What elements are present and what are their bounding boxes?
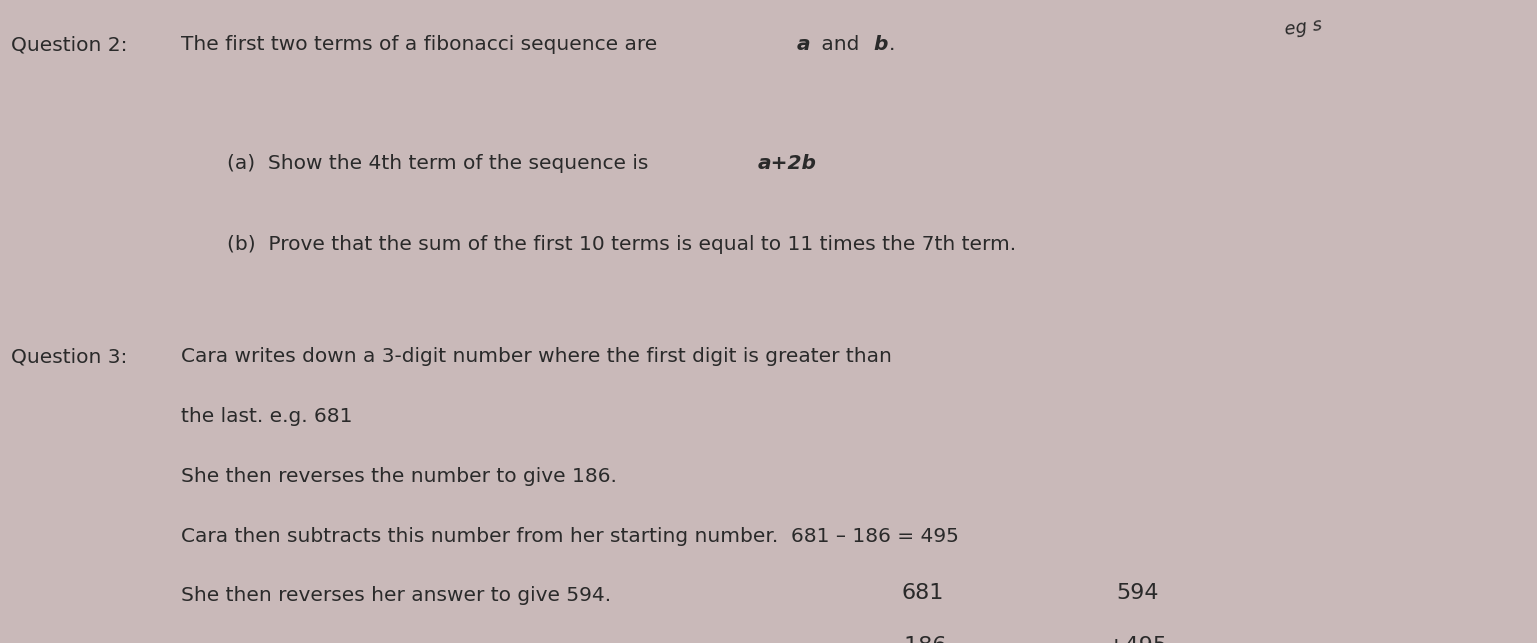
Text: (b)  Prove that the sum of the first 10 terms is equal to 11 times the 7th term.: (b) Prove that the sum of the first 10 t…	[227, 235, 1016, 254]
Text: -186: -186	[898, 636, 947, 643]
Text: The first two terms of a fibonacci sequence are: The first two terms of a fibonacci seque…	[181, 35, 664, 55]
Text: She then reverses the number to give 186.: She then reverses the number to give 186…	[181, 467, 618, 486]
Text: 681: 681	[901, 583, 944, 603]
Text: b: b	[873, 35, 887, 55]
Text: and: and	[815, 35, 865, 55]
Text: Question 2:: Question 2:	[11, 35, 128, 55]
Text: +495: +495	[1107, 636, 1168, 643]
Text: a+2b: a+2b	[758, 154, 816, 174]
Text: Cara writes down a 3-digit number where the first digit is greater than: Cara writes down a 3-digit number where …	[181, 347, 893, 367]
Text: Question 3:: Question 3:	[11, 347, 128, 367]
Text: the last. e.g. 681: the last. e.g. 681	[181, 407, 354, 426]
Text: She then reverses her answer to give 594.: She then reverses her answer to give 594…	[181, 586, 612, 606]
Text: 594: 594	[1116, 583, 1159, 603]
Text: .: .	[888, 35, 895, 55]
Text: (a)  Show the 4th term of the sequence is: (a) Show the 4th term of the sequence is	[227, 154, 655, 174]
Text: Cara then subtracts this number from her starting number.  681 – 186 = 495: Cara then subtracts this number from her…	[181, 527, 959, 546]
Text: a: a	[796, 35, 810, 55]
Text: eg s: eg s	[1283, 16, 1323, 39]
